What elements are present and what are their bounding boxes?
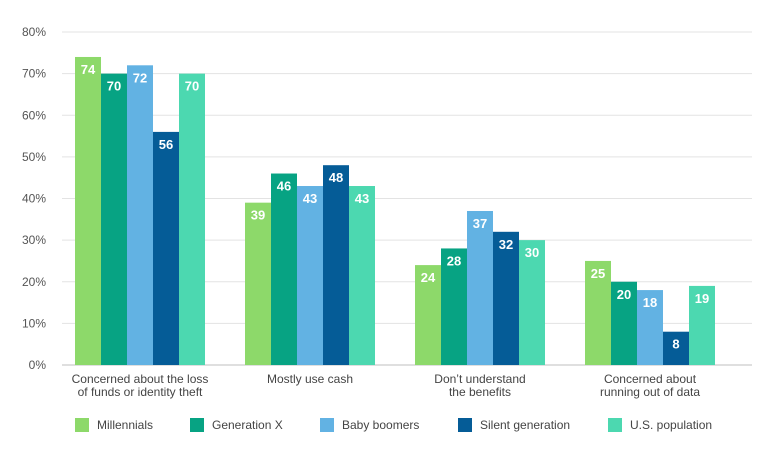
bar [441,248,467,365]
legend-swatch [190,418,204,432]
y-tick-label: 50% [22,150,46,164]
x-category-label: Concerned about the loss [72,372,209,386]
y-tick-label: 60% [22,108,46,122]
bar-value-label: 25 [591,266,605,281]
bar [637,290,663,365]
bar [153,131,179,365]
bar-value-label: 43 [355,191,369,206]
bar-value-label: 28 [447,253,461,268]
y-tick-label: 0% [29,358,47,372]
bar-value-label: 46 [277,179,291,194]
legend-swatch [458,418,472,432]
x-category-label: running out of data [600,385,700,399]
x-category-label: the benefits [449,385,511,399]
y-axis-ticks: 0% 10% 20% 30% 40% 50% 60% 70% 80% [22,25,46,372]
bar-value-label: 56 [159,137,173,152]
y-tick-label: 30% [22,233,46,247]
bar-value-label: 37 [473,216,487,231]
bar [297,186,323,365]
bar-value-label: 18 [643,295,657,310]
bar-value-label: 30 [525,245,539,260]
bar [611,281,637,365]
bar [323,165,349,365]
y-tick-label: 70% [22,67,46,81]
bar-value-label: 19 [695,291,709,306]
x-category-label: of funds or identity theft [78,385,203,399]
y-tick-label: 20% [22,275,46,289]
bar [493,231,519,365]
bar-value-label: 48 [329,170,343,185]
legend-swatch [75,418,89,432]
bar-value-label: 20 [617,287,631,302]
bar-value-label: 24 [421,270,436,285]
bar [179,73,205,365]
bar [127,65,153,366]
x-category-label: Mostly use cash [267,372,353,386]
bar [467,210,493,365]
legend-label: U.S. population [630,418,712,432]
legend: Millennials Generation X Baby boomers Silen… [75,418,712,432]
bars: 74 70 72 56 70 39 46 43 48 43 24 28 37 32 30 25 20 18 8 19 [75,56,715,366]
legend-label: Generation X [212,418,283,432]
legend-label: Millennials [97,418,153,432]
x-category-label: Concerned about [604,372,697,386]
x-category-label: Don’t understand [434,372,525,386]
legend-swatch [320,418,334,432]
bar [271,173,297,365]
bar [101,73,127,365]
bar [75,56,101,365]
legend-swatch [608,418,622,432]
bar-value-label: 74 [81,62,96,77]
y-tick-label: 40% [22,192,46,206]
bar-value-label: 32 [499,237,513,252]
bar [663,331,689,365]
bar [519,240,545,365]
bar-value-label: 8 [672,337,679,352]
bar-value-label: 72 [133,70,147,85]
bar-value-label: 43 [303,191,317,206]
bar [689,285,715,365]
bar [415,265,441,365]
bar-value-label: 70 [185,79,199,94]
bar-value-label: 39 [251,208,265,223]
y-tick-label: 10% [22,316,46,330]
legend-label: Baby boomers [342,418,419,432]
bar-value-label: 70 [107,79,121,94]
bar [349,186,375,365]
bar [585,260,611,365]
legend-label: Silent generation [480,418,570,432]
bar [245,202,271,365]
y-tick-label: 80% [22,25,46,39]
